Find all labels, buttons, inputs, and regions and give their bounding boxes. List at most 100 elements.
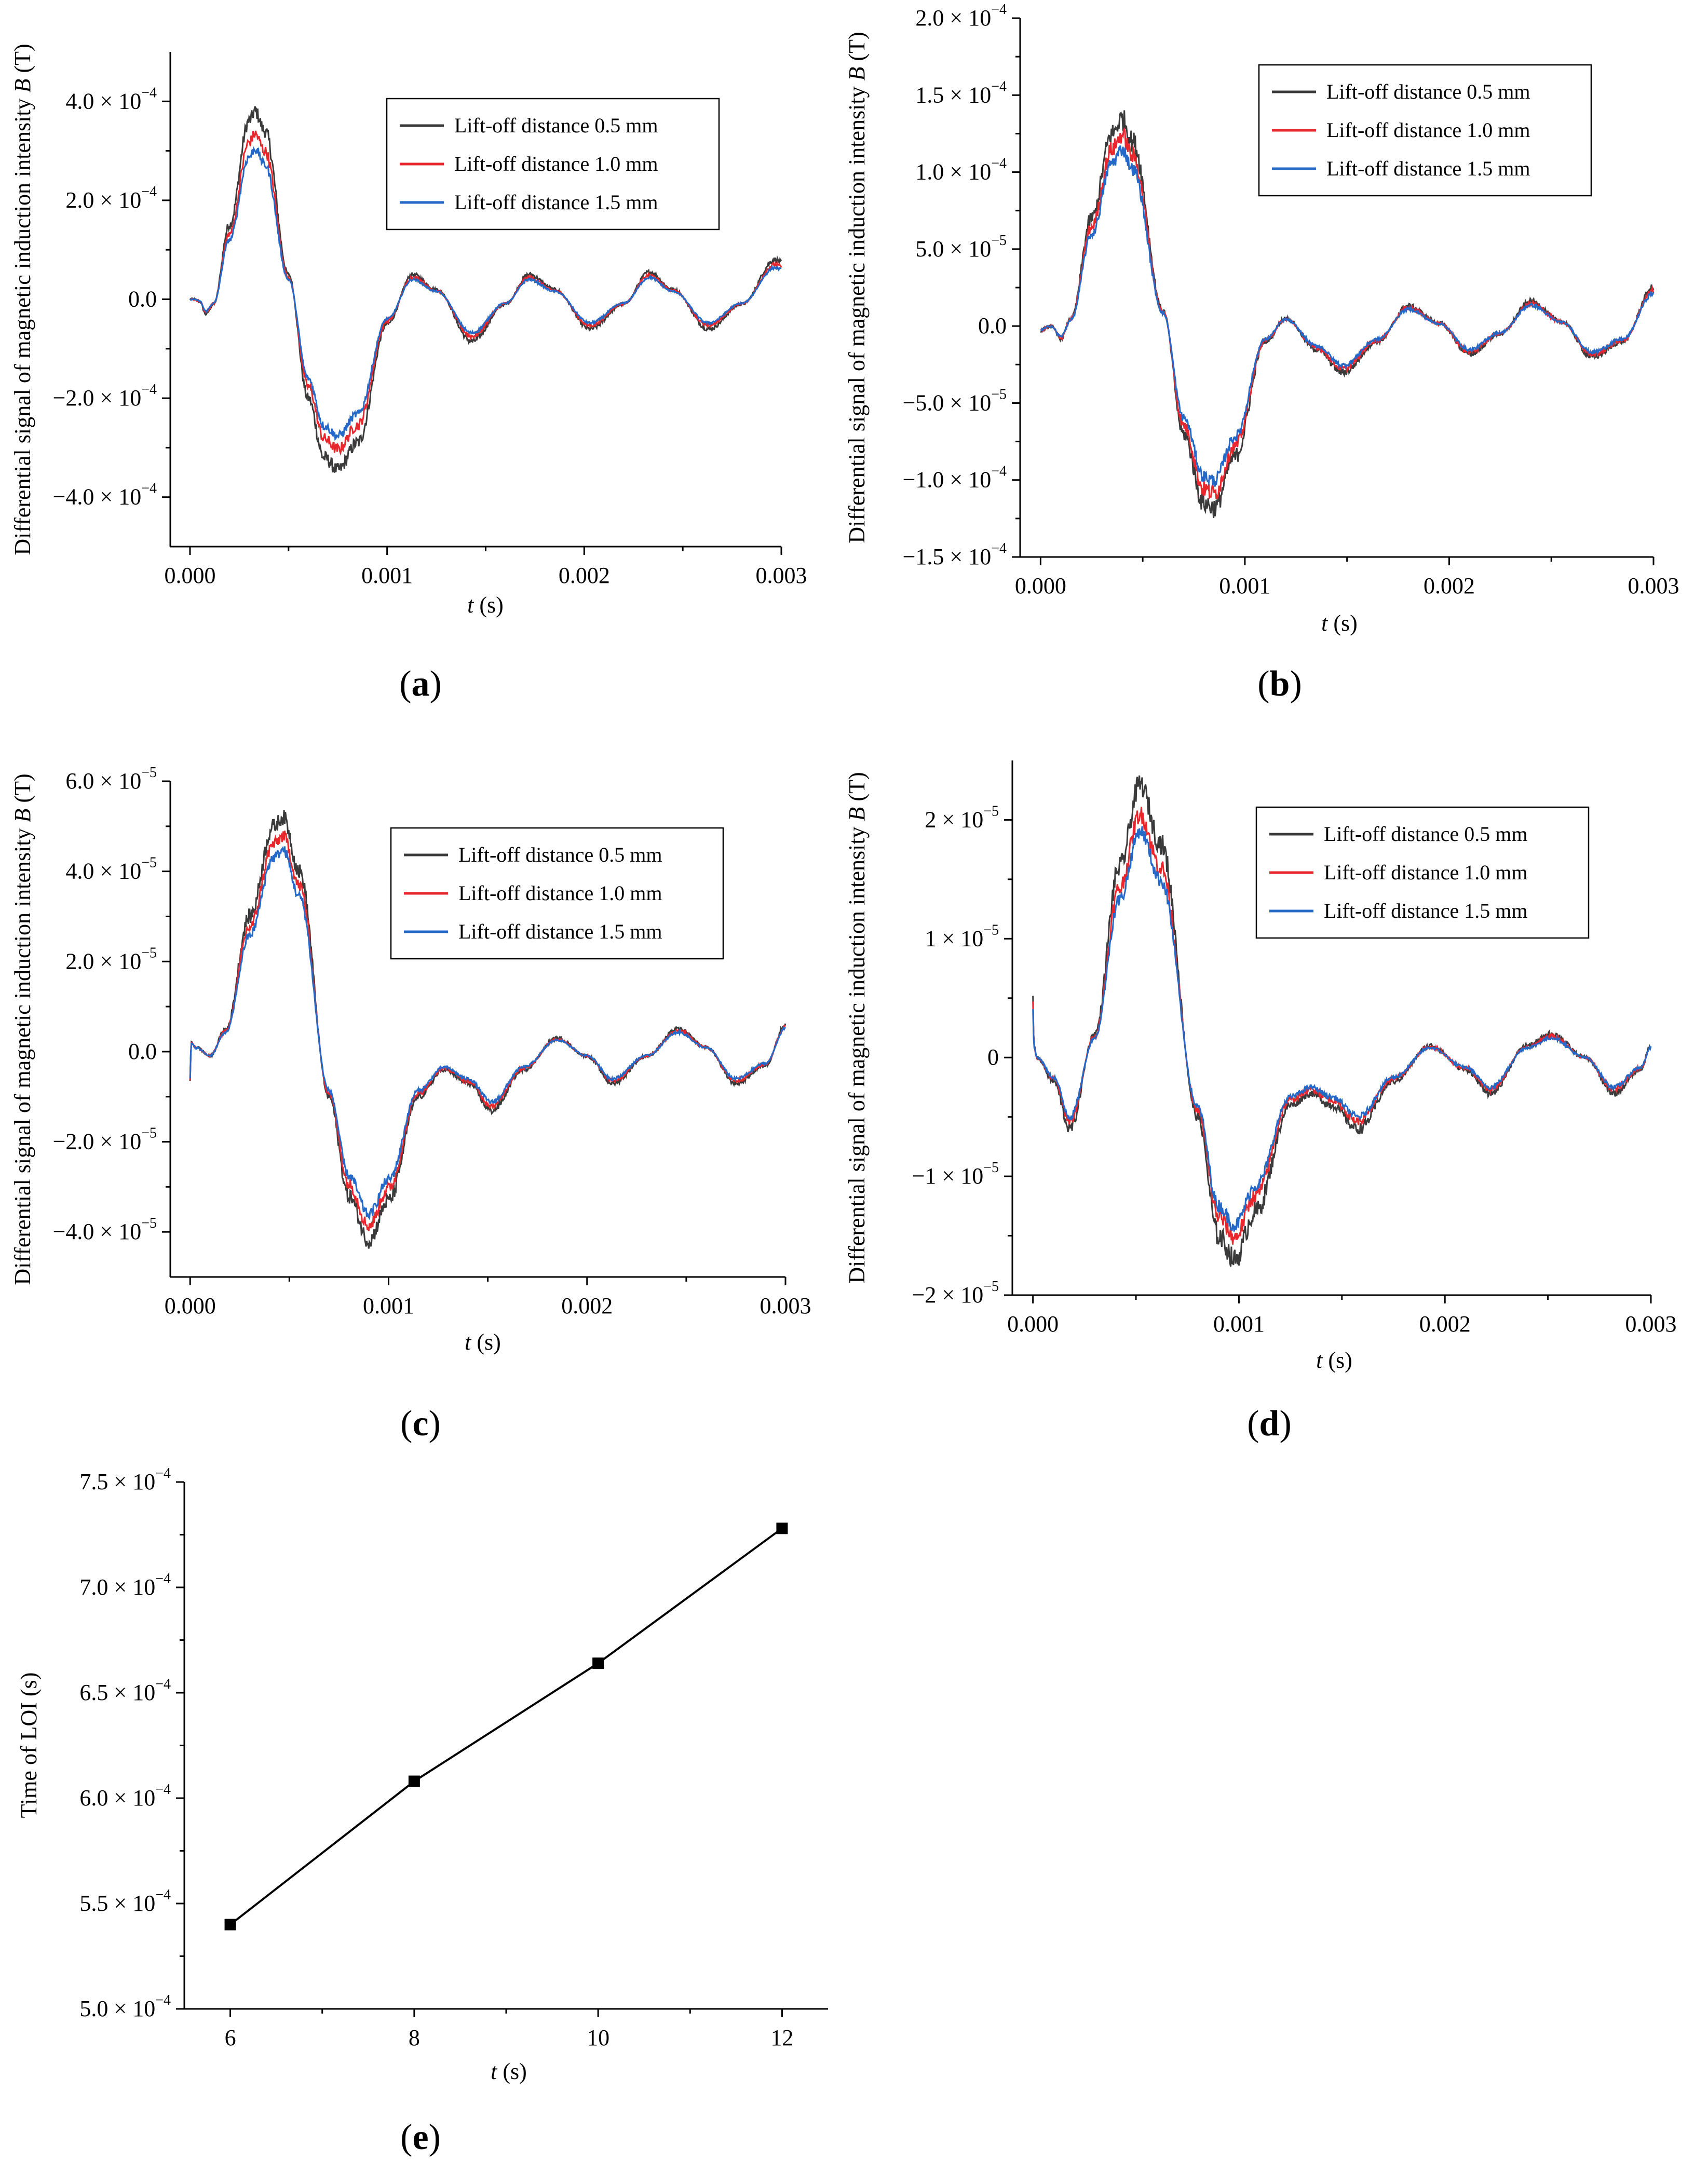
x-axis-variable: t bbox=[491, 2059, 498, 2084]
panel-label-paren: ( bbox=[1247, 1404, 1259, 1444]
y-tick-exponent: −5 bbox=[141, 945, 157, 961]
loi-point bbox=[224, 1919, 236, 1931]
x-axis-title: t (s) bbox=[467, 592, 504, 618]
y-tick-label: 0.0 bbox=[128, 287, 157, 312]
y-tick-exponent: −4 bbox=[155, 1676, 171, 1692]
y-tick-mantissa: 2.0 × 10 bbox=[65, 187, 141, 213]
panel-label: (a) bbox=[399, 664, 442, 704]
y-tick-mantissa: −5.0 × 10 bbox=[903, 390, 992, 415]
y-tick-label: −2 × 10−5 bbox=[912, 1279, 999, 1308]
legend-label: Lift-off distance 1.0 mm bbox=[458, 881, 662, 905]
y-tick-mantissa: 4.0 × 10 bbox=[65, 859, 141, 884]
y-tick-exponent: −4 bbox=[141, 481, 157, 497]
x-axis-unit: (s) bbox=[497, 2059, 526, 2084]
y-tick-mantissa: 4.0 × 10 bbox=[65, 88, 141, 114]
x-axis-unit: (s) bbox=[1327, 610, 1357, 636]
chart-panel-b: 0.000 0.001 0.002 0.003−1.5 × 10−4−1.0 × 10… bbox=[844, 2, 1679, 704]
legend-label: Lift-off distance 1.5 mm bbox=[1324, 899, 1528, 922]
y-tick-mantissa: 1.5 × 10 bbox=[915, 82, 991, 107]
x-tick-label: 0.000 bbox=[165, 1293, 216, 1318]
x-axis-variable: t bbox=[467, 592, 475, 618]
y-tick-label: −2.0 × 10−4 bbox=[53, 382, 157, 411]
loi-point bbox=[408, 1775, 420, 1787]
y-tick-mantissa: 5.0 × 10 bbox=[79, 1996, 155, 2021]
x-tick-label: 0.001 bbox=[363, 1293, 414, 1318]
y-tick-mantissa: −2.0 × 10 bbox=[53, 385, 142, 411]
x-axis-unit: (s) bbox=[471, 1329, 500, 1355]
y-tick-label: 0.0 bbox=[128, 1039, 157, 1064]
y-axis-label: Differential signal of magnetic inductio… bbox=[10, 98, 35, 555]
plot-area bbox=[1040, 110, 1655, 519]
y-tick-label: 4.0 × 10−4 bbox=[65, 85, 157, 114]
x-axis-title: t (s) bbox=[1316, 1348, 1352, 1373]
y-tick-exponent: −5 bbox=[141, 855, 157, 871]
y-axis-variable: B bbox=[844, 67, 870, 81]
plot-area bbox=[1032, 775, 1652, 1267]
y-axis-unit: (T) bbox=[844, 32, 870, 66]
y-axis-label: Differential signal of magnetic inductio… bbox=[10, 828, 35, 1285]
legend-label: Lift-off distance 1.0 mm bbox=[1324, 861, 1528, 884]
y-tick-mantissa: 7.0 × 10 bbox=[79, 1574, 155, 1600]
y-axis-title: Differential signal of magnetic inductio… bbox=[10, 773, 35, 1285]
x-axis-title: t (s) bbox=[491, 2059, 527, 2084]
y-tick-exponent: −5 bbox=[141, 1215, 157, 1231]
y-tick-label: 5.0 × 10−4 bbox=[79, 1992, 171, 2021]
x-tick-label: 0.002 bbox=[1424, 573, 1475, 599]
y-tick-mantissa: 7.5 × 10 bbox=[79, 1469, 155, 1494]
y-tick-mantissa: −1 × 10 bbox=[912, 1163, 984, 1189]
panel-label: (d) bbox=[1247, 1404, 1292, 1444]
panel-label-letter: d bbox=[1259, 1404, 1280, 1444]
y-tick-label: 0.0 bbox=[978, 313, 1007, 338]
y-tick-label: 6.5 × 10−4 bbox=[79, 1676, 171, 1705]
y-axis-unit: (T) bbox=[10, 44, 35, 78]
y-axis-variable: B bbox=[10, 809, 35, 823]
legend: Lift-off distance 0.5 mm Lift-off distanc… bbox=[386, 98, 720, 230]
y-tick-mantissa: 1 × 10 bbox=[925, 926, 983, 951]
y-tick-label: 2 × 10−5 bbox=[925, 803, 999, 832]
panel-label: (c) bbox=[400, 1404, 441, 1444]
y-tick-label: −1 × 10−5 bbox=[912, 1160, 999, 1189]
y-tick-exponent: −4 bbox=[991, 78, 1007, 94]
panel-label-paren: ( bbox=[400, 2117, 412, 2157]
y-tick-label: −1.5 × 10−4 bbox=[903, 540, 1007, 569]
y-tick-exponent: −5 bbox=[141, 765, 157, 781]
y-tick-exponent: −4 bbox=[155, 1571, 171, 1587]
y-tick-mantissa: 6.0 × 10 bbox=[65, 768, 141, 794]
y-tick-mantissa: 6.0 × 10 bbox=[79, 1785, 155, 1811]
series-line-3 bbox=[1040, 145, 1655, 487]
y-tick-label: 4.0 × 10−5 bbox=[65, 855, 157, 884]
y-tick-exponent: −5 bbox=[983, 1160, 999, 1176]
y-axis-space bbox=[844, 80, 870, 86]
x-tick-label: 0.000 bbox=[1015, 573, 1066, 599]
chart-panel-d: 0.000 0.001 0.002 0.003−2 × 10−5−1 × 10−501… bbox=[844, 760, 1677, 1444]
y-axis-title: Time of LOI (s) bbox=[16, 1673, 42, 1818]
y-tick-mantissa: 2 × 10 bbox=[925, 807, 983, 832]
y-tick-label: 5.0 × 10−5 bbox=[915, 233, 1007, 262]
y-tick-mantissa: −1.5 × 10 bbox=[903, 544, 992, 569]
y-tick-mantissa: 0.0 bbox=[128, 287, 157, 312]
x-axis-unit: (s) bbox=[1322, 1348, 1352, 1373]
y-tick-mantissa: 0.0 bbox=[128, 1039, 157, 1064]
loi-point bbox=[592, 1657, 604, 1669]
y-tick-mantissa: 5.0 × 10 bbox=[915, 236, 991, 262]
y-axis-variable: B bbox=[10, 79, 35, 93]
x-axis-variable: t bbox=[465, 1329, 472, 1355]
y-axis-label: Time of LOI (s) bbox=[16, 1673, 42, 1818]
x-tick-label: 0.003 bbox=[756, 563, 807, 588]
y-tick-mantissa: 0.0 bbox=[978, 313, 1007, 338]
legend-label: Lift-off distance 0.5 mm bbox=[1324, 822, 1528, 846]
legend: Lift-off distance 0.5 mm Lift-off distanc… bbox=[1258, 64, 1592, 197]
y-tick-exponent: −5 bbox=[991, 233, 1007, 249]
y-tick-mantissa: −4.0 × 10 bbox=[53, 1219, 142, 1244]
chart-panel-a: 0.000 0.001 0.002 0.003−4.0 × 10−4−2.0 × 10… bbox=[10, 44, 807, 704]
legend-label: Lift-off distance 0.5 mm bbox=[458, 843, 662, 866]
y-axis-space bbox=[10, 822, 35, 828]
legend: Lift-off distance 0.5 mm Lift-off distanc… bbox=[1255, 806, 1590, 939]
x-axis-unit: (s) bbox=[473, 592, 503, 618]
panel-label: (b) bbox=[1257, 664, 1302, 704]
y-axis-title: Differential signal of magnetic inductio… bbox=[844, 772, 870, 1283]
y-axis-label: Differential signal of magnetic inductio… bbox=[844, 86, 870, 543]
y-tick-label: 7.5 × 10−4 bbox=[79, 1465, 171, 1494]
legend: Lift-off distance 0.5 mm Lift-off distanc… bbox=[390, 827, 724, 960]
panel-label-letter: b bbox=[1270, 664, 1290, 704]
